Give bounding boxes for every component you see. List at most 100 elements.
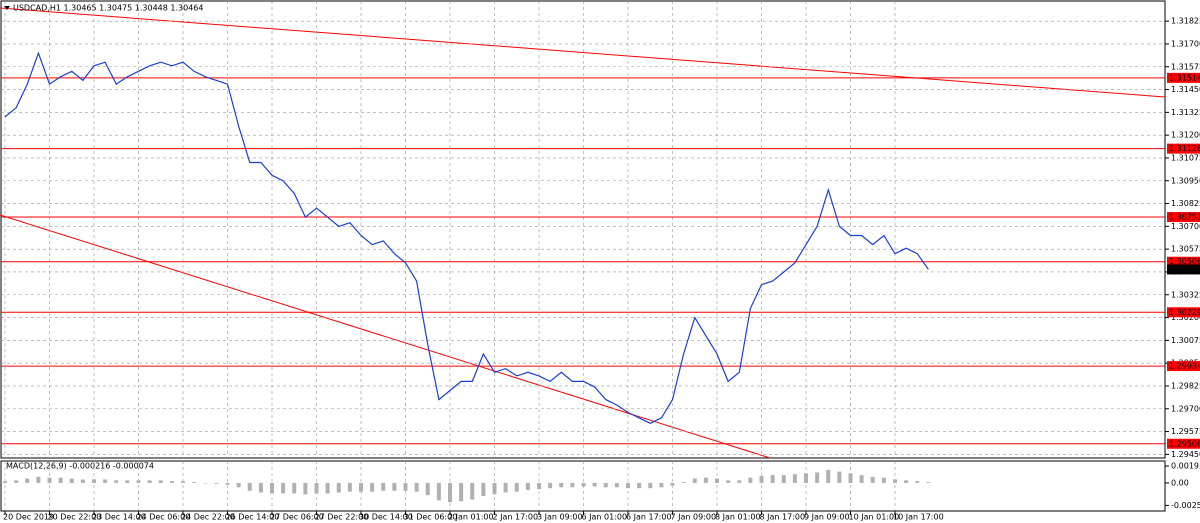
macd-bar (69, 478, 74, 483)
level-box (1167, 212, 1200, 223)
macd-bar (270, 482, 274, 494)
macd-bar (247, 482, 252, 491)
level-label: 1.29508 (1169, 439, 1200, 448)
macd-bar (592, 482, 597, 487)
macd-bar (158, 480, 163, 483)
macd-bar (837, 471, 842, 483)
level-box (1167, 307, 1200, 318)
y-tick-label: 1.29700 (1171, 404, 1200, 413)
x-tick-label: 27 Dec 22:00 (315, 513, 369, 522)
y-tick-label: 1.30325 (1171, 290, 1200, 299)
macd-bar (347, 482, 352, 492)
macd-bar (659, 482, 664, 488)
y-tick-label: 1.30200 (1171, 313, 1200, 322)
macd-bar (648, 482, 653, 489)
macd-bar (692, 478, 697, 483)
macd-bar (537, 482, 541, 490)
macd-bar (514, 482, 519, 492)
y-tick-label: 1.29575 (1171, 427, 1200, 436)
macd-bar (626, 482, 630, 489)
x-tick-label: 3 Jan 09:00 (537, 513, 583, 522)
symbol-header: USDCAD,H1 1.30465 1.30475 1.30448 1.3046… (13, 4, 203, 13)
level-label: 1.31514 (1169, 73, 1200, 82)
x-tick-label: 9 Jan 09:00 (804, 513, 850, 522)
macd-bar (3, 481, 7, 483)
x-tick-label: 6 Jan 17:00 (626, 513, 672, 522)
macd-bar (281, 482, 286, 494)
main-frame (0, 0, 1166, 459)
macd-bar (681, 482, 686, 483)
macd-bar (381, 482, 386, 491)
y-tick-label: 0.001935 (1171, 462, 1200, 471)
macd-bar (103, 479, 108, 483)
macd-bar (893, 479, 897, 483)
macd-bar (926, 482, 931, 483)
macd-bar (637, 482, 642, 489)
macd-bar (503, 482, 508, 493)
macd-bar (292, 482, 297, 494)
macd-bar (581, 482, 586, 487)
macd-bar (525, 482, 530, 490)
macd-bar (203, 482, 208, 484)
macd-bar (136, 480, 141, 483)
x-tick-label: 24 Dec 06:00 (137, 513, 191, 522)
macd-bar (448, 482, 452, 503)
macd-bar (58, 477, 63, 483)
macd-bar (603, 482, 608, 488)
macd-bar (114, 480, 119, 483)
price-line (4, 51, 929, 424)
x-tick-label: 10 Jan 01:00 (849, 513, 900, 522)
macd-bar (826, 469, 831, 483)
level-box (1167, 143, 1200, 154)
macd-bar (403, 482, 408, 491)
level-label: 1.30751 (1169, 213, 1200, 222)
x-tick-label: 27 Dec 06:00 (270, 513, 324, 522)
macd-bar (258, 482, 263, 493)
level-label: 1.29934 (1169, 362, 1200, 371)
level-box (1167, 361, 1200, 372)
macd-bar (25, 478, 30, 483)
macd-bar (169, 481, 174, 483)
macd-bar (314, 482, 319, 494)
y-tick-label: 1.30825 (1171, 199, 1200, 208)
macd-bar (303, 482, 308, 495)
x-tick-label: 24 Dec 22:00 (181, 513, 235, 522)
macd-bar (147, 480, 152, 483)
y-tick-label: 1.31200 (1171, 131, 1200, 140)
macd-bar (47, 477, 52, 483)
y-tick-label: 1.31325 (1171, 108, 1200, 117)
x-tick-label: 7 Jan 09:00 (671, 513, 717, 522)
macd-bar (748, 477, 753, 483)
macd-bar (80, 479, 85, 483)
macd-bar (904, 480, 909, 483)
level-box (1167, 438, 1200, 449)
y-tick-label: 1.29450 (1171, 450, 1200, 459)
macd-bar (181, 481, 185, 483)
trend-line (0, 7, 1166, 98)
y-tick-label: -0.00257 (1171, 501, 1200, 510)
y-tick-label: 1.31700 (1171, 39, 1200, 48)
macd-bar (859, 475, 864, 483)
y-tick-label: 1.29825 (1171, 381, 1200, 390)
macd-bar (125, 480, 130, 483)
macd-bar (425, 482, 430, 496)
macd-bar (192, 482, 197, 483)
menu-arrow[interactable] (4, 6, 10, 10)
macd-bar (370, 482, 375, 492)
trend-line (0, 214, 771, 459)
x-tick-label: 8 Jan 17:00 (760, 513, 806, 522)
macd-header: MACD(12,26,9) -0.000216 -0.000074 (6, 462, 154, 471)
macd-bar (770, 475, 775, 483)
price-label: 1.30464 (1169, 265, 1200, 274)
x-tick-label: 23 Dec 14:00 (92, 513, 146, 522)
macd-bar (92, 479, 96, 483)
macd-bar (36, 476, 41, 483)
macd-bar (436, 482, 441, 501)
macd-bar (703, 477, 708, 483)
y-tick-label: 0.00 (1171, 478, 1189, 487)
x-tick-label: 8 Jan 01:00 (715, 513, 761, 522)
y-tick-label: 1.31575 (1171, 62, 1200, 71)
x-tick-label: 26 Dec 14:00 (226, 513, 280, 522)
macd-bar (481, 482, 486, 497)
level-box (1167, 256, 1200, 267)
